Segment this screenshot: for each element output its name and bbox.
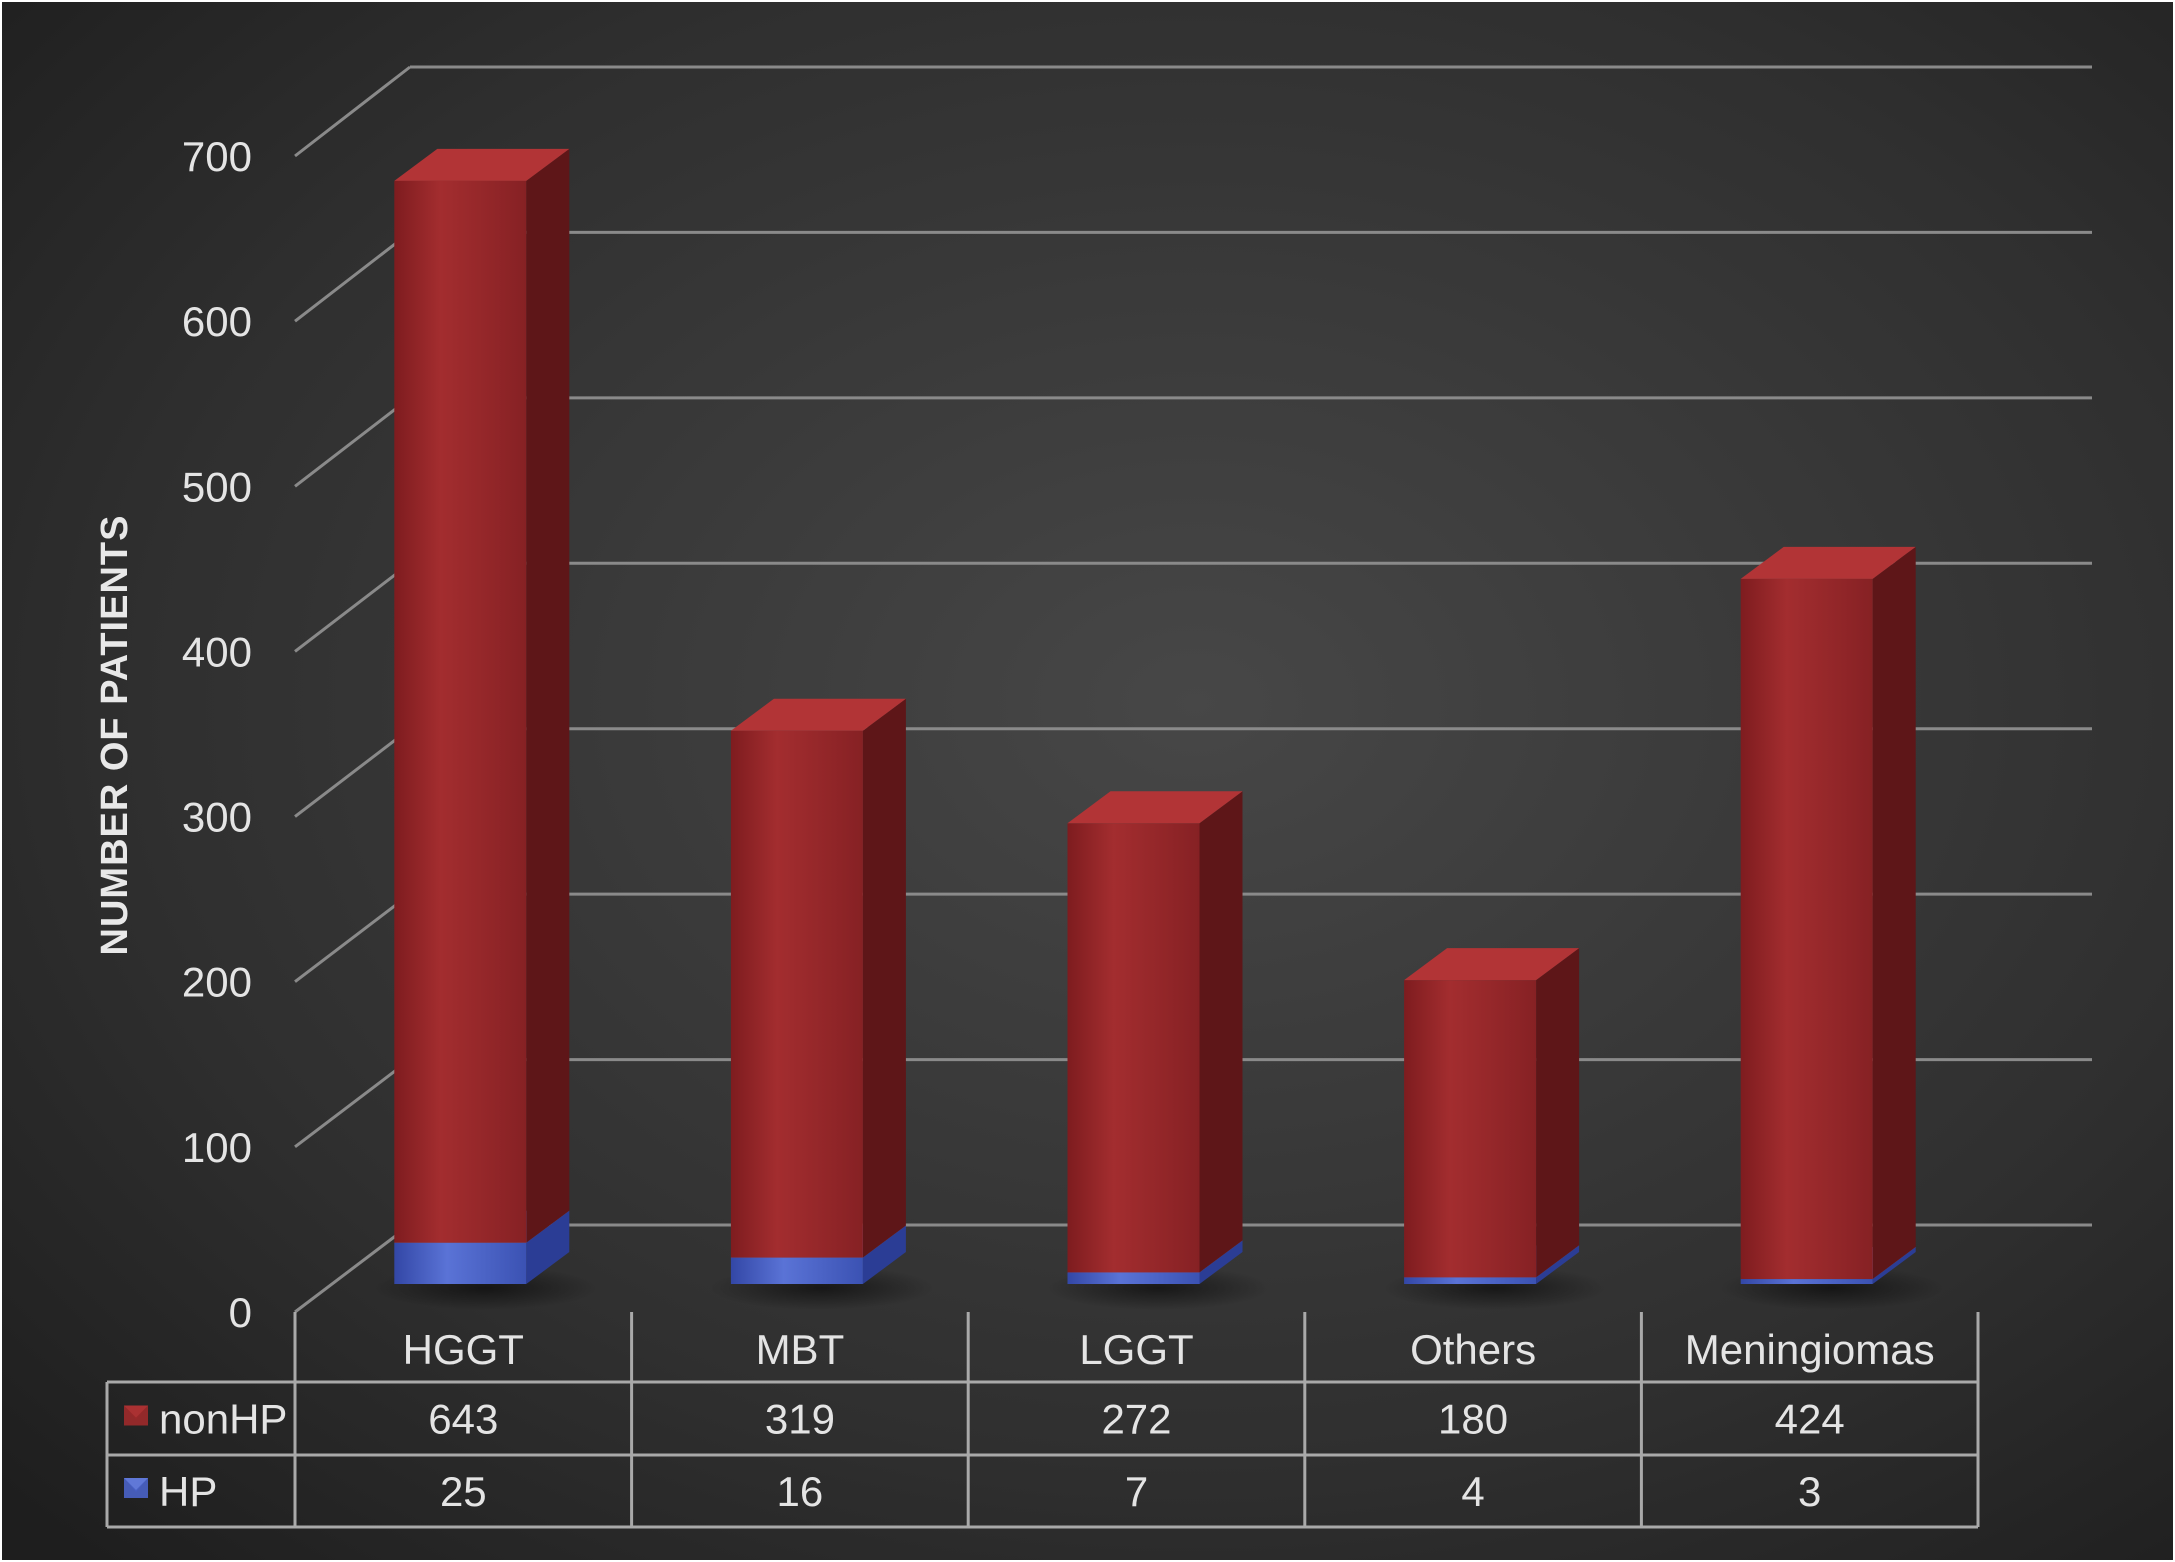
x-tick-label-lggt: LGGT	[1079, 1326, 1193, 1373]
gridline-diag-200	[294, 892, 411, 983]
legend-key-shade-nonhp	[124, 1405, 148, 1418]
bar-nonhp-others	[1404, 980, 1537, 1278]
x-tick-label-mbt: MBT	[756, 1326, 845, 1373]
bar-top-nonhp-others	[1404, 948, 1580, 981]
bar-side-hp-hggt	[526, 1210, 570, 1284]
legend-key-shade-hp	[124, 1478, 148, 1490]
bar-side-nonhp-hggt	[526, 148, 570, 1243]
bar-top-nonhp-mbt	[730, 698, 906, 731]
x-tick-label-others: Others	[1410, 1326, 1536, 1373]
gridline-diag-400	[294, 562, 411, 653]
gridline-diag-700	[294, 65, 411, 158]
bar-nonhp-mbt	[730, 730, 863, 1258]
data-label-hp-lggt: 7	[1125, 1468, 1148, 1515]
y-tick-label-100: 100	[182, 1124, 252, 1171]
bar-side-hp-others	[1536, 1245, 1580, 1284]
x-tick-label-meningiomas: Meningiomas	[1685, 1326, 1935, 1373]
bar-nonhp-meningiomas	[1740, 578, 1873, 1280]
data-label-hp-hggt: 25	[440, 1468, 487, 1515]
bar-side-nonhp-mbt	[862, 698, 906, 1258]
bar-side-nonhp-others	[1536, 948, 1580, 1278]
bar-top-nonhp-lggt	[1067, 791, 1243, 824]
bar-hp-meningiomas	[1740, 1279, 1873, 1284]
x-tick-label-hggt: HGGT	[403, 1326, 524, 1373]
bar-top-nonhp-meningiomas	[1740, 546, 1916, 579]
data-label-nonhp-hggt: 643	[428, 1396, 498, 1443]
data-label-nonhp-meningiomas: 424	[1775, 1396, 1845, 1443]
bar-hp-hggt	[394, 1242, 527, 1284]
data-label-nonhp-lggt: 272	[1101, 1396, 1171, 1443]
gridline-diag-100	[294, 1058, 411, 1149]
bar-nonhp-hggt	[394, 180, 527, 1243]
data-label-hp-mbt: 16	[777, 1468, 824, 1515]
gridline-diag-500	[294, 396, 411, 488]
data-label-nonhp-mbt: 319	[765, 1396, 835, 1443]
y-tick-label-700: 700	[182, 133, 252, 180]
y-tick-label-200: 200	[182, 959, 252, 1006]
gridline-diag-0	[294, 1223, 411, 1314]
gridline-diag-300	[294, 727, 411, 818]
bar-hp-mbt	[730, 1257, 863, 1284]
bar-hp-others	[1404, 1277, 1537, 1284]
y-tick-label-400: 400	[182, 628, 252, 675]
y-tick-label-300: 300	[182, 794, 252, 841]
bar-side-hp-lggt	[1199, 1240, 1243, 1284]
y-axis-label: NUMBER OF PATIENTS	[94, 515, 136, 956]
y-tick-label-0: 0	[229, 1289, 252, 1336]
data-label-hp-others: 4	[1461, 1468, 1484, 1515]
data-label-hp-meningiomas: 3	[1798, 1468, 1821, 1515]
bar-hp-lggt	[1067, 1272, 1200, 1284]
y-tick-label-500: 500	[182, 463, 252, 510]
bar-side-nonhp-meningiomas	[1872, 546, 1916, 1280]
data-table: HGGT MBT LGGT Others Meningiomas nonHP 643 319 2…	[105, 1312, 1980, 1529]
y-axis-ticks: 0 100 200 300 400 500 600 700	[182, 133, 252, 1336]
bar-side-nonhp-lggt	[1199, 791, 1243, 1273]
bars	[394, 148, 1916, 1284]
bar-side-hp-meningiomas	[1872, 1247, 1916, 1284]
bar-nonhp-lggt	[1067, 823, 1200, 1273]
bar-side-hp-mbt	[862, 1225, 906, 1284]
legend-label-nonhp: nonHP	[159, 1396, 287, 1443]
gridline-diag-600	[294, 231, 411, 323]
bar-shadows	[373, 1266, 1944, 1310]
bar-top-nonhp-hggt	[394, 148, 570, 181]
legend-label-hp: HP	[159, 1468, 217, 1515]
data-label-nonhp-others: 180	[1438, 1396, 1508, 1443]
y-tick-label-600: 600	[182, 298, 252, 345]
